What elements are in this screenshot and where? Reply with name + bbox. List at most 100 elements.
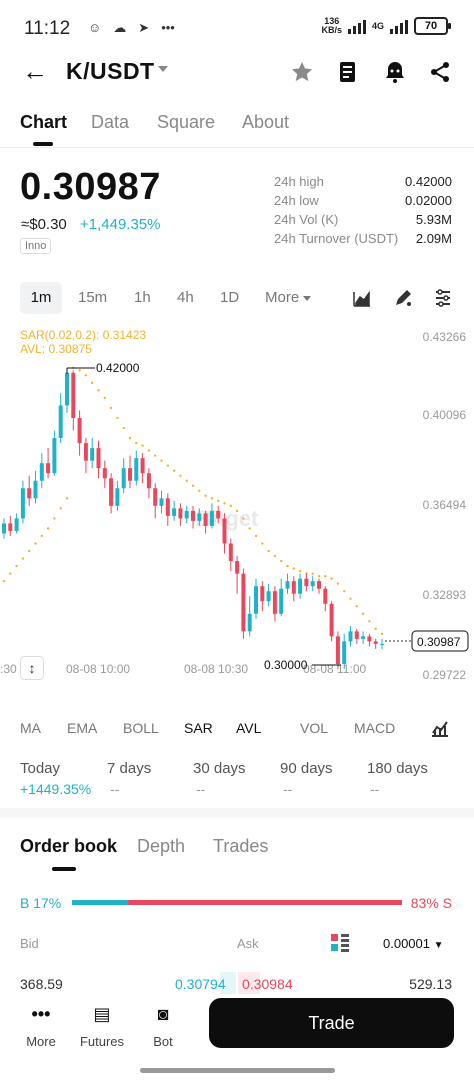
interval-15m[interactable]: 15m [78, 289, 108, 306]
indicator-macd[interactable]: MACD [354, 720, 396, 736]
candle [361, 631, 366, 644]
signal-icon [347, 18, 366, 34]
sar-dot [311, 572, 314, 575]
indicator-avl[interactable]: AVL [236, 720, 262, 736]
candle-body [159, 498, 164, 506]
sar-dot [210, 497, 214, 500]
sar-dot [46, 527, 50, 530]
indicator-vol[interactable]: VOL [300, 720, 329, 736]
low-marker: 0.30000 [264, 658, 341, 672]
tab-about[interactable]: About [242, 112, 290, 132]
usd-price: ≈$0.30 [21, 216, 67, 233]
back-arrow-icon[interactable]: ← [22, 56, 48, 86]
interval-1m[interactable]: 1m [20, 282, 62, 314]
candle [310, 576, 315, 592]
interval-1h[interactable]: 1h [134, 289, 151, 306]
stat-value: 5.93M [415, 212, 452, 227]
settings-sliders-icon[interactable] [433, 288, 453, 308]
y-tick: 0.29722 [422, 668, 466, 682]
candle [165, 493, 170, 526]
sar-dot [166, 464, 169, 467]
interval-1d[interactable]: 1D [220, 289, 240, 306]
high-marker: 0.42000 [66, 361, 140, 375]
period-value: -- [370, 781, 380, 797]
sar-dot [78, 369, 81, 372]
interval-4h[interactable]: 4h [177, 289, 194, 306]
nav-more[interactable]: ••• More [11, 1004, 71, 1049]
ask-price: 0.30984 [242, 976, 293, 992]
note-icon[interactable] [336, 60, 360, 84]
indicator-boll[interactable]: BOLL [123, 720, 159, 736]
pair-title[interactable]: K/USDT [66, 58, 155, 84]
sar-dot [324, 574, 327, 578]
nav-bot[interactable]: ◙ Bot [133, 1004, 193, 1049]
candle [197, 508, 202, 526]
expand-vertical-icon[interactable]: ↕ [20, 656, 44, 680]
chart-type-icon[interactable] [352, 288, 372, 308]
interval-more[interactable]: More [265, 282, 312, 314]
clock: 11:12 [24, 18, 71, 39]
tab-trades[interactable]: Trades [213, 836, 269, 856]
indicator-settings-icon[interactable] [430, 718, 450, 738]
draw-tool-icon[interactable] [393, 288, 413, 308]
tab-depth[interactable]: Depth [137, 836, 186, 856]
period-value: -- [110, 781, 120, 797]
trade-button[interactable]: Trade [209, 998, 454, 1048]
candle [33, 470, 38, 504]
active-tab-indicator [52, 867, 76, 871]
caret-down-icon: ▼ [433, 940, 444, 951]
candle [209, 503, 214, 529]
candle-body [71, 372, 76, 418]
candle-body [247, 613, 252, 632]
sar-dot [374, 627, 377, 631]
orderbook-layout-icon[interactable] [331, 934, 349, 952]
candle-body [203, 513, 208, 526]
pair-dropdown-icon[interactable] [158, 66, 168, 72]
period-value: -- [196, 781, 206, 797]
candle [317, 578, 321, 594]
price-chart[interactable]: SAR(0.02,0.2): 0.31423 AVL: 0.30875 0.43… [0, 322, 474, 712]
precision-select[interactable]: 0.00001 ▼ [383, 936, 444, 951]
nav-futures[interactable]: ▤ Futures [72, 1004, 132, 1049]
candle [279, 578, 284, 617]
candle [2, 518, 6, 539]
sar-dot [40, 534, 43, 538]
tab-data[interactable]: Data [91, 112, 130, 132]
bot-icon: ◙ [157, 1004, 169, 1024]
candle [367, 633, 372, 647]
candle-body [20, 488, 25, 519]
candle [65, 367, 69, 413]
sar-dot [355, 605, 358, 608]
sar-dot [368, 620, 371, 623]
bell-icon[interactable] [383, 60, 407, 84]
period-label: 30 days [193, 760, 246, 777]
tab-chart[interactable]: Chart [20, 112, 68, 132]
sar-dot [116, 416, 119, 420]
indicator-sar[interactable]: SAR [184, 720, 213, 736]
indicator-ma[interactable]: MA [20, 720, 41, 736]
bid-depth-bar [220, 972, 236, 994]
sar-dot [2, 579, 6, 583]
ask-qty: 529.13 [409, 976, 452, 992]
candle [191, 505, 195, 529]
indicator-ema[interactable]: EMA [67, 720, 98, 736]
sar-dot [229, 504, 232, 508]
sar-dot [15, 564, 18, 568]
candle [304, 573, 309, 592]
candle [46, 448, 51, 479]
share-icon[interactable] [428, 60, 452, 84]
sar-dot [141, 444, 144, 447]
tab-order-book[interactable]: Order book [20, 836, 118, 856]
period-value: +1449.35% [20, 781, 92, 797]
candle [329, 601, 334, 642]
candle [159, 490, 164, 514]
period-label: 7 days [107, 760, 152, 777]
bottom-bar: ••• More ▤ Futures ◙ Bot Trade [0, 994, 474, 1064]
candle-body [115, 488, 120, 506]
net-speed: 136 KB/s [321, 16, 342, 35]
candle-body [373, 641, 378, 644]
star-icon[interactable] [290, 60, 314, 84]
tab-square[interactable]: Square [157, 112, 216, 132]
candle-body [14, 518, 19, 531]
stat-value: 0.42000 [405, 174, 452, 189]
